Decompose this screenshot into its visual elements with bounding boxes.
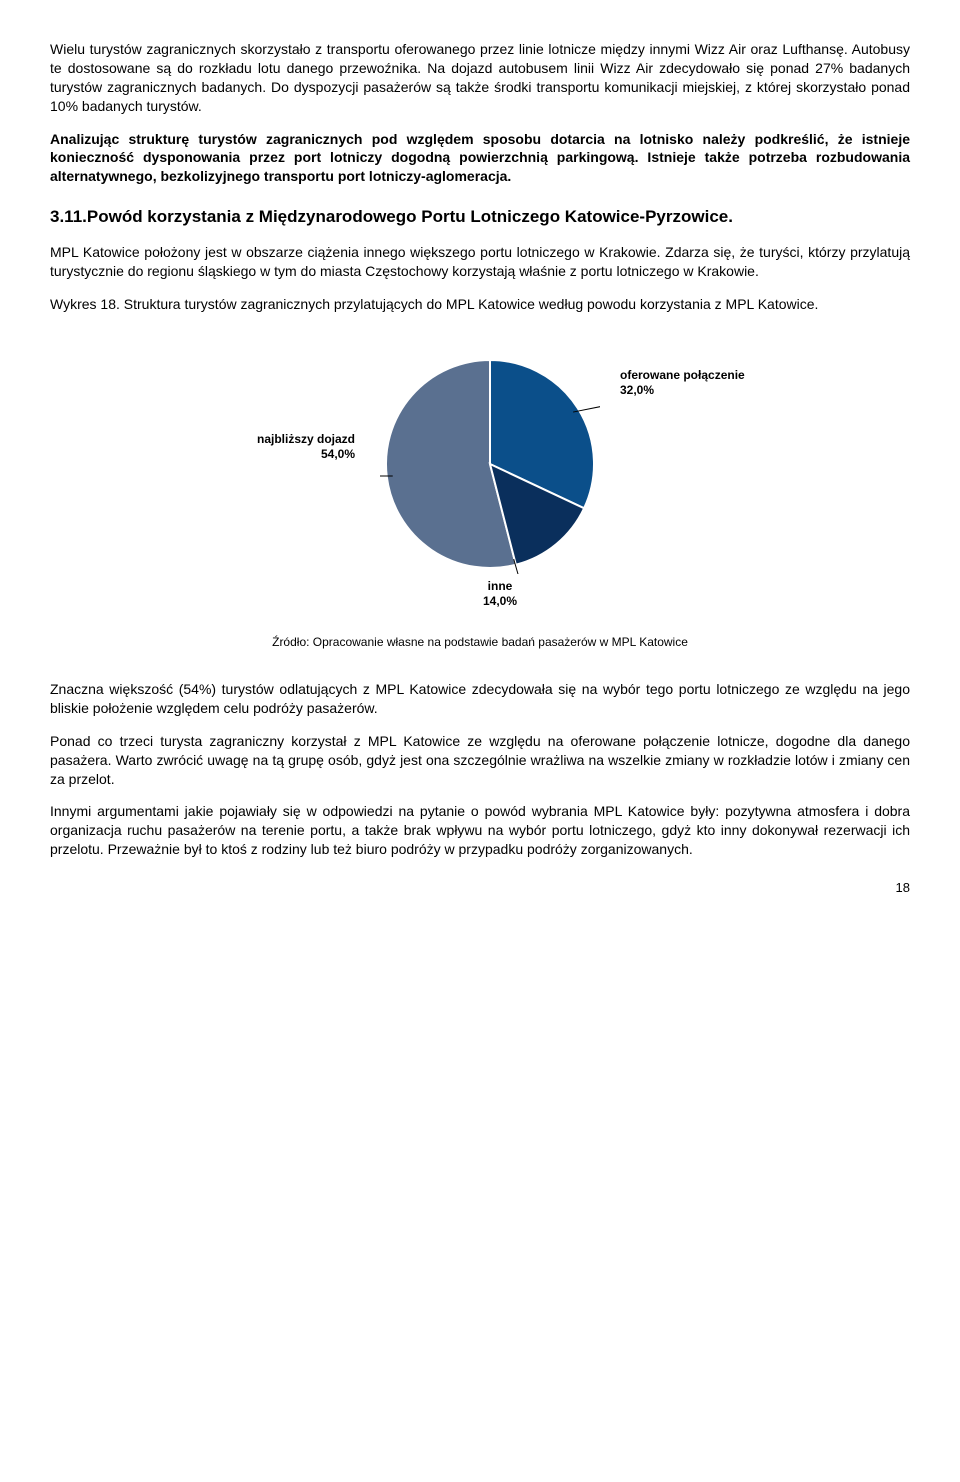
figure-caption-lead: Wykres 18. <box>50 296 124 312</box>
pie-label-text: inne <box>488 579 513 593</box>
page-number: 18 <box>50 879 910 897</box>
pie-label-oferowane: oferowane połączenie 32,0% <box>620 368 780 399</box>
pie-label-pct: 14,0% <box>483 594 517 608</box>
paragraph-5: Ponad co trzeci turysta zagraniczny korz… <box>50 732 910 789</box>
figure-caption-body: Struktura turystów zagranicznych przylat… <box>124 296 819 312</box>
figure-caption: Wykres 18. Struktura turystów zagraniczn… <box>50 295 910 314</box>
paragraph-4: Znaczna większość (54%) turystów odlatuj… <box>50 680 910 718</box>
paragraph-1: Wielu turystów zagranicznych skorzystało… <box>50 40 910 116</box>
pie-graphic <box>380 354 600 574</box>
pie-chart: najbliższy dojazd 54,0% oferowane połącz… <box>200 324 760 604</box>
paragraph-3: MPL Katowice położony jest w obszarze ci… <box>50 243 910 281</box>
pie-label-text: oferowane połączenie <box>620 368 745 382</box>
pie-label-inne: inne 14,0% <box>455 579 545 610</box>
pie-label-pct: 54,0% <box>321 447 355 461</box>
paragraph-6: Innymi argumentami jakie pojawiały się w… <box>50 802 910 859</box>
pie-label-text: najbliższy dojazd <box>257 432 355 446</box>
section-heading: 3.11.Powód korzystania z Międzynarodoweg… <box>50 206 910 229</box>
paragraph-2-bold: Analizując strukturę turystów zagraniczn… <box>50 130 910 187</box>
pie-label-najblizszy: najbliższy dojazd 54,0% <box>200 432 355 463</box>
pie-label-pct: 32,0% <box>620 383 654 397</box>
pie-chart-container: najbliższy dojazd 54,0% oferowane połącz… <box>50 324 910 604</box>
figure-source: Źródło: Opracowanie własne na podstawie … <box>50 634 910 650</box>
